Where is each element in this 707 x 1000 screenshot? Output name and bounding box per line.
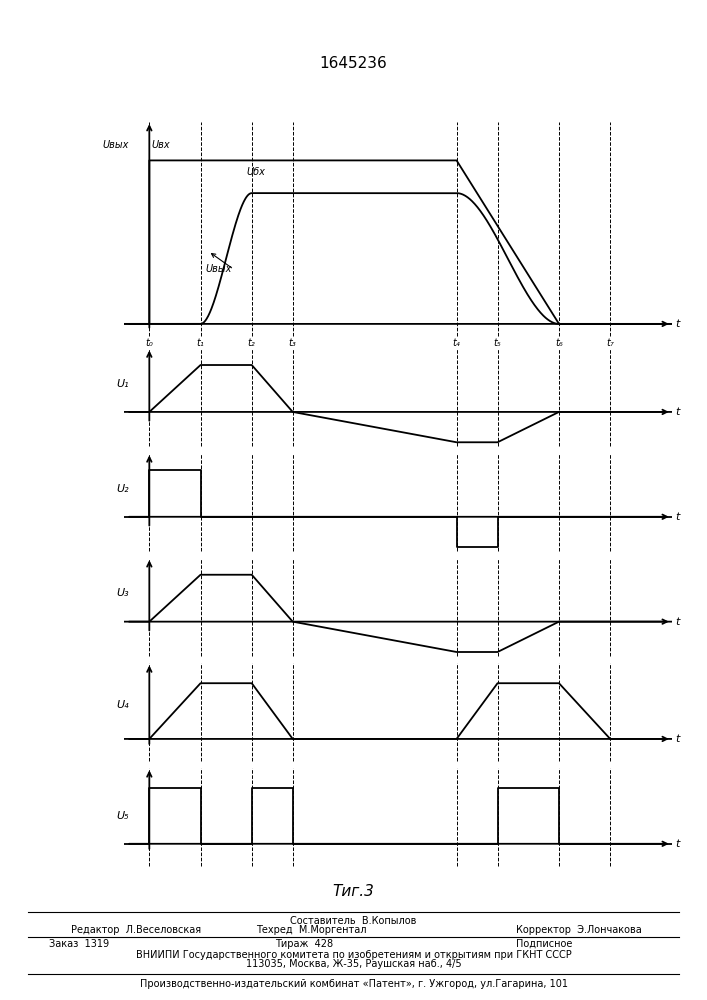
Text: t: t <box>676 839 680 849</box>
Text: t: t <box>676 617 680 627</box>
Text: t₄: t₄ <box>452 338 460 348</box>
Text: 1645236: 1645236 <box>320 55 387 70</box>
Text: t₇: t₇ <box>607 338 614 348</box>
Text: t₅: t₅ <box>493 338 501 348</box>
Text: U₃: U₃ <box>116 588 129 598</box>
Text: t: t <box>676 407 680 417</box>
Text: Τиг.3: Τиг.3 <box>332 884 375 900</box>
Text: U₄: U₄ <box>116 700 129 710</box>
Text: ВНИИПИ Государственного комитета по изобретениям и открытиям при ГКНТ СССР: ВНИИПИ Государственного комитета по изоб… <box>136 950 571 960</box>
Text: Uвх: Uвх <box>152 140 170 150</box>
Text: Uвых: Uвых <box>206 264 232 274</box>
Text: Производственно-издательский комбинат «Патент», г. Ужгород, ул.Гагарина, 101: Производственно-издательский комбинат «П… <box>139 979 568 989</box>
Text: U₅: U₅ <box>116 811 129 821</box>
Text: Составитель  В.Копылов: Составитель В.Копылов <box>291 916 416 926</box>
Text: Техред  М.Моргентал: Техред М.Моргентал <box>256 925 366 935</box>
Text: t: t <box>676 734 680 744</box>
Text: U₂: U₂ <box>116 484 129 494</box>
Text: t₂: t₂ <box>248 338 256 348</box>
Text: t₁: t₁ <box>197 338 204 348</box>
Text: Заказ  1319: Заказ 1319 <box>49 939 110 949</box>
Text: t: t <box>676 319 680 329</box>
Text: t₃: t₃ <box>289 338 296 348</box>
Text: U₁: U₁ <box>116 379 129 389</box>
Text: Корректор  Э.Лончакова: Корректор Э.Лончакова <box>516 925 642 935</box>
Text: t₆: t₆ <box>555 338 563 348</box>
Text: Uбх: Uбх <box>247 167 266 177</box>
Text: Тираж  428: Тираж 428 <box>275 939 333 949</box>
Text: Редактор  Л.Веселовская: Редактор Л.Веселовская <box>71 925 201 935</box>
Text: 113035, Москва, Ж-35, Раушская наб., 4/5: 113035, Москва, Ж-35, Раушская наб., 4/5 <box>246 959 461 969</box>
Text: t₀: t₀ <box>146 338 153 348</box>
Text: Подписное: Подписное <box>516 939 573 949</box>
Text: t: t <box>676 512 680 522</box>
Text: Uвых: Uвых <box>103 140 129 150</box>
